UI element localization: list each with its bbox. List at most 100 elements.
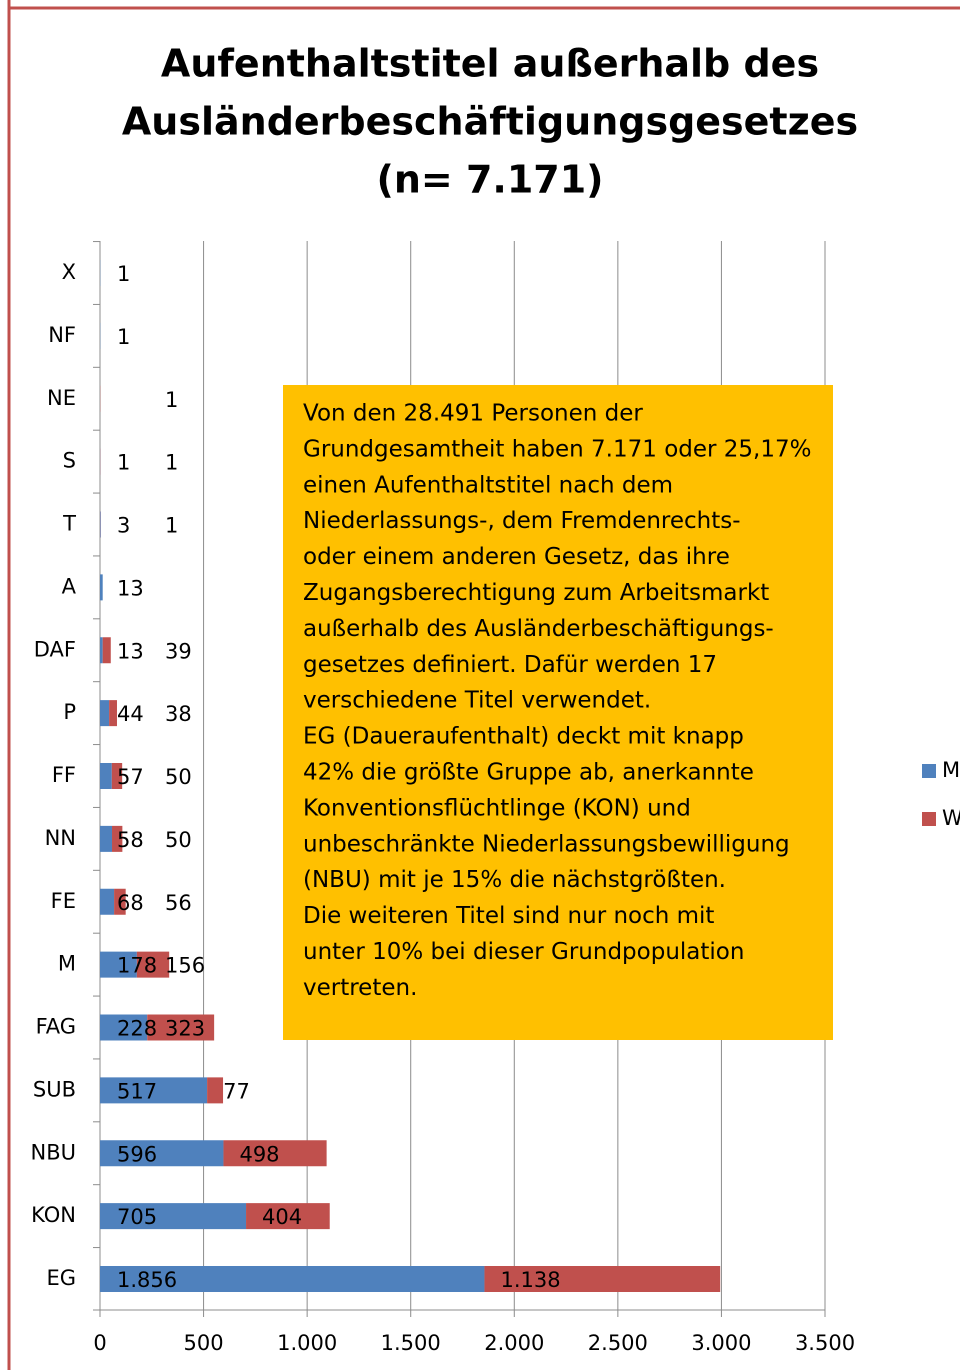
chart-title: (n= 7.171): [376, 158, 603, 202]
bar-segment: [100, 1140, 224, 1167]
y-tick-label: FF: [52, 763, 76, 787]
annotation-text: außerhalb des Ausländerbeschäftigungs-: [303, 616, 774, 642]
data-label: 77: [223, 1079, 250, 1103]
bar-segment: [223, 1140, 327, 1167]
bar-segment: [100, 637, 103, 664]
data-label: 228: [117, 1017, 157, 1041]
x-tick-label: 2.500: [588, 1331, 648, 1355]
annotation-text: Grundgesamtheit haben 7.171 oder 25,17%: [303, 436, 811, 462]
annotation-text: verschiedene Titel verwendet.: [303, 688, 651, 714]
data-label: 50: [165, 828, 192, 852]
data-label: 58: [117, 828, 144, 852]
x-tick-label: 1.500: [381, 1331, 441, 1355]
annotation-text: gesetzes definiert. Dafür werden 17: [303, 652, 717, 678]
annotation-text: Niederlassungs-, dem Fremdenrechts-: [303, 508, 741, 534]
bar-segment: [246, 1203, 330, 1230]
y-tick-label: S: [63, 449, 76, 473]
data-label: 1.138: [500, 1268, 560, 1292]
annotation-text: einen Aufenthaltstitel nach dem: [303, 472, 673, 498]
bar-segment: [100, 511, 101, 538]
x-tick-label: 2.000: [484, 1331, 544, 1355]
bar-segment: [136, 951, 170, 978]
bar-segment: [100, 1203, 247, 1230]
data-label: 57: [117, 765, 144, 789]
annotation-text: unter 10% bei dieser Grundpopulation: [303, 939, 744, 965]
bar-segment: [484, 1266, 721, 1292]
bar-segment: [100, 825, 113, 852]
bar-segment: [147, 1014, 215, 1041]
annotation-text: oder einem anderen Gesetz, das ihre: [303, 544, 730, 570]
chart-title: Aufenthaltstitel außerhalb des: [161, 42, 819, 86]
bar-segment: [100, 763, 112, 789]
annotation-text: Die weiteren Titel sind nur noch mit: [303, 903, 714, 929]
x-tick-label: 0: [93, 1331, 106, 1355]
bar-segment: [109, 700, 117, 727]
annotation-text: Von den 28.491 Personen der: [303, 401, 643, 427]
annotation-text: unbeschränkte Niederlassungsbewilligung: [303, 831, 790, 857]
y-tick-label: NF: [48, 323, 76, 347]
x-tick-label: 1.000: [277, 1331, 337, 1355]
legend-label: M: [942, 758, 960, 782]
data-label: 3: [117, 514, 130, 538]
data-label: 50: [165, 765, 192, 789]
y-tick-label: NE: [47, 386, 76, 410]
bar-segment: [207, 1077, 224, 1104]
y-tick-label: P: [63, 700, 76, 724]
bar-segment: [100, 1014, 148, 1041]
data-label: 1: [117, 262, 130, 286]
bar-segment: [111, 763, 123, 789]
data-label: 1.856: [117, 1268, 177, 1292]
data-label: 1: [165, 514, 178, 538]
y-tick-label: M: [58, 952, 76, 976]
bar-segment: [100, 574, 103, 601]
y-tick-label: X: [62, 260, 76, 284]
bar-segment: [100, 951, 137, 978]
legend-swatch: [922, 812, 936, 826]
bar-segment: [100, 700, 110, 727]
annotation-text: Konventionsflüchtlinge (KON) und: [303, 795, 691, 821]
y-tick-label: DAF: [34, 637, 76, 661]
annotation-text: (NBU) mit je 15% die nächstgrößten.: [303, 867, 726, 893]
data-label: 68: [117, 891, 144, 915]
y-tick-label: NN: [45, 826, 76, 850]
bar-segment: [100, 1266, 485, 1292]
data-label: 39: [165, 639, 192, 663]
data-label: 323: [165, 1017, 205, 1041]
bar-segment: [102, 637, 111, 664]
y-tick-label: NBU: [31, 1140, 77, 1164]
bar-segment: [100, 888, 115, 915]
data-label: 404: [262, 1205, 302, 1229]
y-tick-label: A: [62, 574, 77, 598]
data-label: 178: [117, 954, 157, 978]
x-tick-label: 500: [184, 1331, 224, 1355]
data-label: 13: [117, 639, 144, 663]
data-label: 13: [117, 576, 144, 600]
y-tick-label: FE: [51, 889, 76, 913]
data-label: 38: [165, 702, 192, 726]
data-label: 596: [117, 1142, 157, 1166]
data-label: 1: [117, 451, 130, 475]
data-label: 498: [239, 1142, 279, 1166]
x-tick-label: 3.500: [795, 1331, 855, 1355]
annotation-text: 42% die größte Gruppe ab, anerkannte: [303, 760, 754, 786]
legend-label: W: [942, 806, 960, 830]
y-tick-label: KON: [31, 1203, 76, 1227]
data-label: 56: [165, 891, 192, 915]
chart-title: Ausländerbeschäftigungsgesetzes: [122, 100, 858, 144]
data-label: 1: [165, 451, 178, 475]
annotation-text: vertreten.: [303, 975, 417, 1001]
annotation-box: [283, 385, 833, 1040]
y-tick-label: SUB: [33, 1077, 76, 1101]
bar-segment: [112, 825, 123, 852]
data-label: 705: [117, 1205, 157, 1229]
bar-segment: [114, 888, 126, 915]
y-tick-label: FAG: [36, 1015, 76, 1039]
annotation-text: EG (Daueraufenthalt) deckt mit knapp: [303, 724, 744, 750]
y-tick-label: T: [62, 512, 76, 536]
x-tick-label: 3.000: [691, 1331, 751, 1355]
annotation-text: Zugangsberechtigung zum Arbeitsmarkt: [303, 580, 769, 606]
data-label: 1: [117, 325, 130, 349]
bar-segment: [100, 1077, 208, 1104]
data-label: 517: [117, 1079, 157, 1103]
